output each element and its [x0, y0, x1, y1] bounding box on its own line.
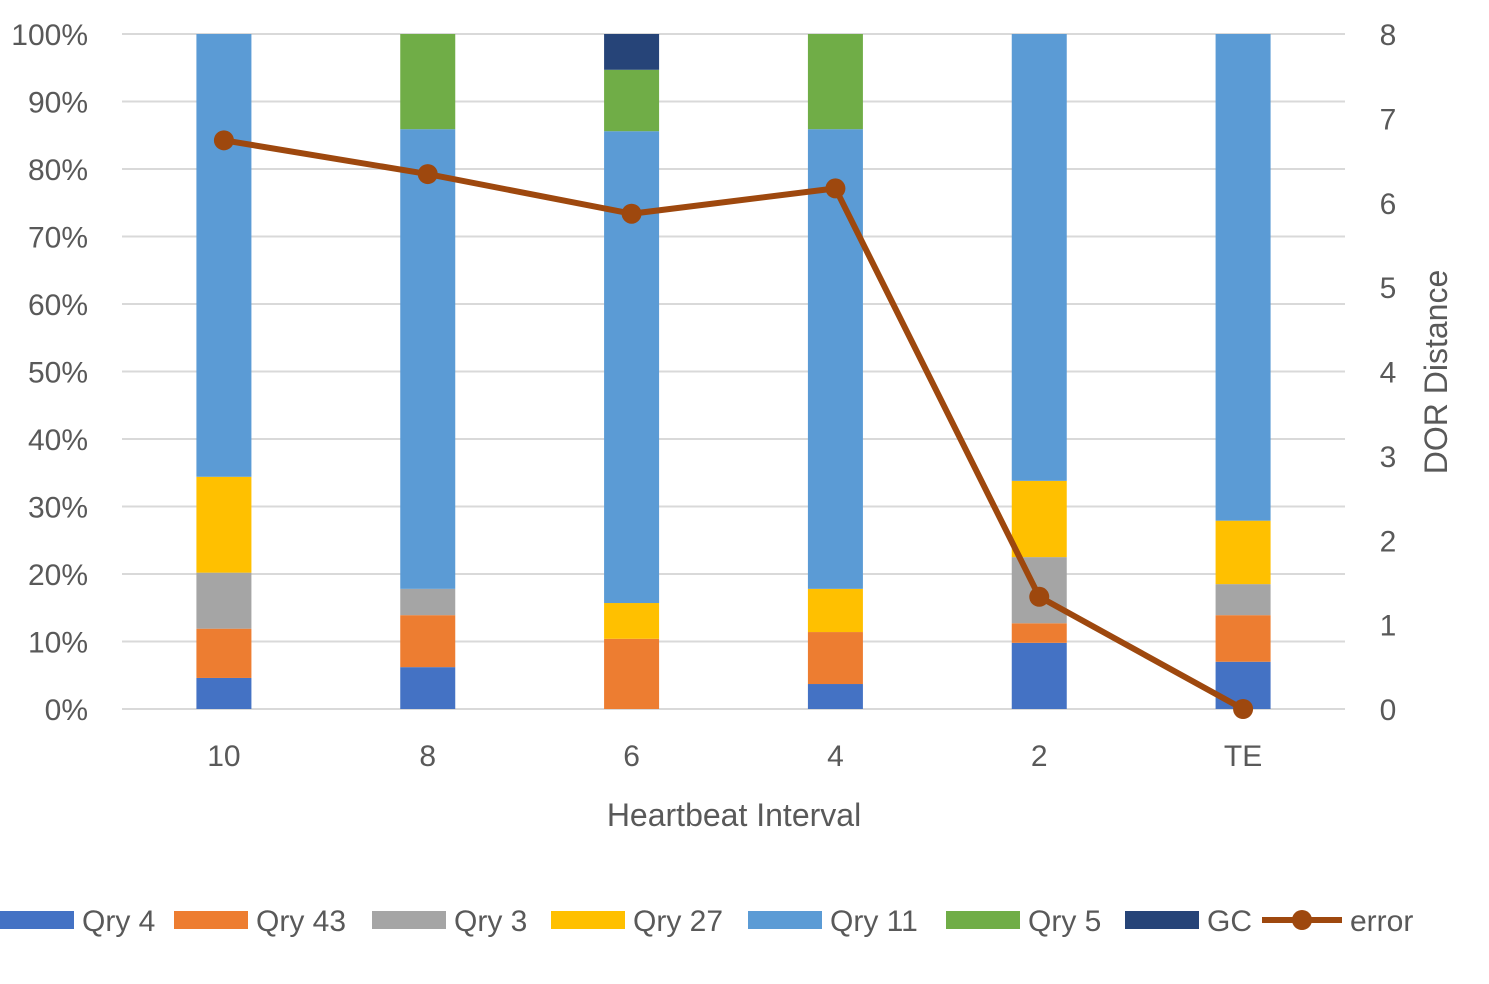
- bar-qry-11: [400, 129, 456, 589]
- x-axis-ticks: 10 8 6 4 2 TE: [207, 740, 1262, 773]
- y2-tick-label: 1: [1380, 610, 1397, 643]
- x-tick-label: TE: [1224, 740, 1262, 773]
- x-tick-label: 4: [827, 740, 844, 773]
- legend-label: Qry 5: [1028, 905, 1101, 938]
- x-tick-label: 6: [623, 740, 640, 773]
- bar-qry-11: [196, 34, 252, 477]
- legend-label: error: [1350, 905, 1413, 938]
- x-tick-label: 10: [207, 740, 240, 773]
- y-tick-label: 80%: [28, 154, 88, 187]
- y2-tick-label: 2: [1380, 525, 1397, 558]
- bar-qry-43: [1215, 615, 1271, 662]
- bar-qry-27: [604, 603, 660, 639]
- bar-qry-43: [196, 628, 252, 678]
- bar-qry-11: [1215, 34, 1271, 521]
- bar-qry-43: [1011, 623, 1067, 643]
- bar-qry-27: [1215, 520, 1271, 585]
- bar-qry-27: [196, 476, 252, 573]
- y-tick-label: 30%: [28, 492, 88, 525]
- legend-label: Qry 3: [454, 905, 527, 938]
- legend-label: Qry 27: [633, 905, 723, 938]
- x-tick-label: 2: [1031, 740, 1048, 773]
- bar-qry-5: [807, 34, 863, 130]
- y-tick-label: 20%: [28, 559, 88, 592]
- bar-gc: [604, 34, 660, 70]
- bars: [196, 34, 1271, 709]
- y-tick-label: 60%: [28, 289, 88, 322]
- bar-qry-3: [400, 588, 456, 616]
- error-point: [417, 164, 438, 185]
- error-point: [825, 178, 846, 199]
- bar-qry-4: [196, 677, 252, 709]
- bar-qry-43: [400, 615, 456, 668]
- error-line-path: [223, 137, 1245, 712]
- legend-label: Qry 43: [256, 905, 346, 938]
- y2-tick-label: 6: [1380, 188, 1397, 221]
- bar-qry-4: [1011, 642, 1067, 709]
- legend-marker-error: [1292, 910, 1312, 930]
- legend-swatch: [551, 911, 625, 929]
- error-line: [213, 130, 1254, 719]
- y2-tick-label: 3: [1380, 441, 1397, 474]
- y-tick-label: 40%: [28, 424, 88, 457]
- y2-axis-ticks: 0 1 2 3 4 5 6 7 8: [1380, 19, 1397, 727]
- bar-qry-4: [400, 667, 456, 709]
- y-axis-ticks: 0% 10% 20% 30% 40% 50% 60% 70% 80% 90% 100%: [11, 19, 88, 727]
- bar-qry-4: [807, 684, 863, 709]
- error-point: [1233, 699, 1254, 719]
- legend-label: Qry 4: [82, 905, 155, 938]
- x-axis-title: Heartbeat Interval: [607, 797, 861, 833]
- bar-qry-11: [1011, 34, 1067, 481]
- legend-swatch: [174, 911, 248, 929]
- error-point: [621, 203, 642, 224]
- y-tick-label: 90%: [28, 87, 88, 120]
- y2-tick-label: 7: [1380, 103, 1397, 136]
- y2-tick-label: 4: [1380, 357, 1397, 390]
- legend-swatch: [372, 911, 446, 929]
- y-tick-label: 50%: [28, 357, 88, 390]
- y2-tick-label: 5: [1380, 272, 1397, 305]
- bar-qry-43: [604, 638, 660, 709]
- legend-swatch: [946, 911, 1020, 929]
- error-point: [1029, 586, 1050, 607]
- legend-swatch: [1125, 911, 1199, 929]
- bar-qry-43: [807, 632, 863, 685]
- gridlines: [122, 33, 1345, 710]
- bar-qry-27: [807, 588, 863, 633]
- legend: Qry 4 Qry 43 Qry 3 Qry 27 Qry 11 Qry 5 GC error: [0, 905, 1413, 938]
- y-tick-label: 10%: [28, 627, 88, 660]
- legend-swatch: [0, 911, 74, 929]
- bar-qry-5: [400, 34, 456, 130]
- legend-label: GC: [1207, 905, 1252, 938]
- y2-tick-label: 0: [1380, 694, 1397, 727]
- y2-axis-title: DOR Distance: [1418, 270, 1454, 475]
- x-tick-label: 8: [419, 740, 436, 773]
- y2-tick-label: 8: [1380, 19, 1397, 52]
- y-tick-label: 100%: [11, 19, 88, 52]
- bar-qry-5: [604, 69, 660, 132]
- bar-qry-27: [1011, 480, 1067, 558]
- y-tick-label: 0%: [45, 694, 88, 727]
- bar-qry-3: [1215, 584, 1271, 616]
- legend-swatch: [748, 911, 822, 929]
- bar-qry-11: [604, 131, 660, 604]
- bar-qry-3: [196, 572, 252, 629]
- y-tick-label: 70%: [28, 222, 88, 255]
- legend-label: Qry 11: [830, 905, 918, 938]
- bar-qry-11: [807, 129, 863, 589]
- error-point: [213, 130, 234, 151]
